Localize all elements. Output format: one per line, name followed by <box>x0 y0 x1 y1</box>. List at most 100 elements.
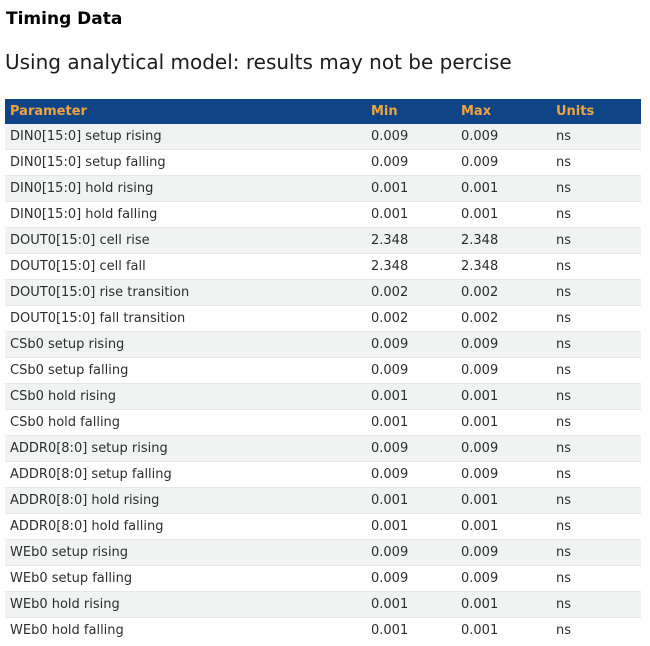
cell-max: 0.001 <box>456 591 551 618</box>
cell-min: 0.001 <box>366 201 456 228</box>
cell-parameter: WEb0 hold rising <box>5 591 366 618</box>
cell-max: 0.009 <box>456 357 551 384</box>
cell-max: 0.009 <box>456 124 551 150</box>
cell-min: 0.009 <box>366 435 456 462</box>
column-header-max: Max <box>456 99 551 125</box>
table-row: DIN0[15:0] hold falling 0.001 0.001 ns <box>5 201 641 228</box>
table-row: WEb0 hold rising 0.001 0.001 ns <box>5 591 641 618</box>
cell-parameter: CSb0 setup falling <box>5 357 366 384</box>
cell-max: 0.009 <box>456 435 551 462</box>
cell-max: 0.001 <box>456 487 551 514</box>
cell-max: 0.009 <box>456 149 551 176</box>
cell-units: ns <box>551 539 641 566</box>
cell-units: ns <box>551 201 641 228</box>
cell-units: ns <box>551 279 641 306</box>
table-row: CSb0 setup falling 0.009 0.009 ns <box>5 357 641 384</box>
cell-min: 0.009 <box>366 357 456 384</box>
cell-min: 0.001 <box>366 513 456 540</box>
cell-max: 0.001 <box>456 617 551 644</box>
table-row: ADDR0[8:0] hold rising 0.001 0.001 ns <box>5 487 641 514</box>
cell-max: 0.009 <box>456 565 551 592</box>
cell-parameter: WEb0 setup falling <box>5 565 366 592</box>
cell-min: 2.348 <box>366 227 456 254</box>
cell-min: 0.009 <box>366 565 456 592</box>
cell-max: 2.348 <box>456 253 551 280</box>
cell-min: 0.009 <box>366 149 456 176</box>
cell-min: 0.001 <box>366 383 456 410</box>
cell-units: ns <box>551 435 641 462</box>
cell-parameter: DIN0[15:0] hold rising <box>5 175 366 202</box>
cell-parameter: ADDR0[8:0] hold falling <box>5 513 366 540</box>
cell-max: 0.002 <box>456 305 551 332</box>
cell-min: 0.001 <box>366 591 456 618</box>
page-title: Timing Data <box>6 9 123 29</box>
table-row: DIN0[15:0] hold rising 0.001 0.001 ns <box>5 175 641 202</box>
table-row: DOUT0[15:0] rise transition 0.002 0.002 ns <box>5 279 641 306</box>
cell-max: 0.002 <box>456 279 551 306</box>
table-row: CSb0 hold falling 0.001 0.001 ns <box>5 409 641 436</box>
table-row: CSb0 hold rising 0.001 0.001 ns <box>5 383 641 410</box>
cell-max: 0.001 <box>456 201 551 228</box>
cell-parameter: DOUT0[15:0] rise transition <box>5 279 366 306</box>
cell-parameter: ADDR0[8:0] setup falling <box>5 461 366 488</box>
cell-parameter: ADDR0[8:0] setup rising <box>5 435 366 462</box>
cell-parameter: CSb0 setup rising <box>5 331 366 358</box>
cell-parameter: DOUT0[15:0] cell fall <box>5 253 366 280</box>
column-header-parameter: Parameter <box>5 99 366 125</box>
cell-parameter: DOUT0[15:0] cell rise <box>5 227 366 254</box>
cell-max: 0.001 <box>456 175 551 202</box>
cell-max: 0.009 <box>456 461 551 488</box>
cell-units: ns <box>551 227 641 254</box>
table-row: ADDR0[8:0] hold falling 0.001 0.001 ns <box>5 513 641 540</box>
cell-max: 0.001 <box>456 513 551 540</box>
cell-units: ns <box>551 253 641 280</box>
timing-table-body: DIN0[15:0] setup rising 0.009 0.009 ns DIN0[… <box>5 124 641 644</box>
cell-min: 0.009 <box>366 539 456 566</box>
cell-max: 0.009 <box>456 539 551 566</box>
cell-parameter: DIN0[15:0] hold falling <box>5 201 366 228</box>
table-row: DOUT0[15:0] cell rise 2.348 2.348 ns <box>5 227 641 254</box>
table-row: WEb0 setup rising 0.009 0.009 ns <box>5 539 641 566</box>
cell-max: 0.001 <box>456 383 551 410</box>
cell-parameter: DIN0[15:0] setup rising <box>5 124 366 150</box>
column-header-units: Units <box>551 99 641 125</box>
cell-parameter: WEb0 setup rising <box>5 539 366 566</box>
timing-table: Parameter Min Max Units DIN0[15:0] setup… <box>5 99 641 644</box>
cell-parameter: ADDR0[8:0] hold rising <box>5 487 366 514</box>
cell-units: ns <box>551 305 641 332</box>
column-header-min: Min <box>366 99 456 125</box>
cell-units: ns <box>551 175 641 202</box>
cell-units: ns <box>551 591 641 618</box>
page-subtitle: Using analytical model: results may not … <box>5 50 512 75</box>
cell-min: 0.002 <box>366 279 456 306</box>
table-row: DOUT0[15:0] cell fall 2.348 2.348 ns <box>5 253 641 280</box>
table-row: WEb0 hold falling 0.001 0.001 ns <box>5 617 641 644</box>
cell-min: 0.009 <box>366 124 456 150</box>
cell-parameter: DIN0[15:0] setup falling <box>5 149 366 176</box>
table-row: CSb0 setup rising 0.009 0.009 ns <box>5 331 641 358</box>
cell-parameter: CSb0 hold falling <box>5 409 366 436</box>
table-row: ADDR0[8:0] setup falling 0.009 0.009 ns <box>5 461 641 488</box>
table-row: WEb0 setup falling 0.009 0.009 ns <box>5 565 641 592</box>
cell-min: 0.001 <box>366 409 456 436</box>
cell-min: 0.001 <box>366 175 456 202</box>
table-row: ADDR0[8:0] setup rising 0.009 0.009 ns <box>5 435 641 462</box>
table-row: DOUT0[15:0] fall transition 0.002 0.002 ns <box>5 305 641 332</box>
cell-min: 0.009 <box>366 331 456 358</box>
cell-units: ns <box>551 487 641 514</box>
timing-table-header: Parameter Min Max Units <box>5 99 641 125</box>
cell-units: ns <box>551 409 641 436</box>
cell-max: 2.348 <box>456 227 551 254</box>
cell-parameter: WEb0 hold falling <box>5 617 366 644</box>
cell-units: ns <box>551 617 641 644</box>
table-row: DIN0[15:0] setup rising 0.009 0.009 ns <box>5 124 641 150</box>
header-row: Parameter Min Max Units <box>5 99 641 125</box>
cell-min: 2.348 <box>366 253 456 280</box>
cell-parameter: DOUT0[15:0] fall transition <box>5 305 366 332</box>
cell-units: ns <box>551 565 641 592</box>
table-row: DIN0[15:0] setup falling 0.009 0.009 ns <box>5 149 641 176</box>
cell-units: ns <box>551 331 641 358</box>
cell-units: ns <box>551 513 641 540</box>
cell-units: ns <box>551 124 641 150</box>
